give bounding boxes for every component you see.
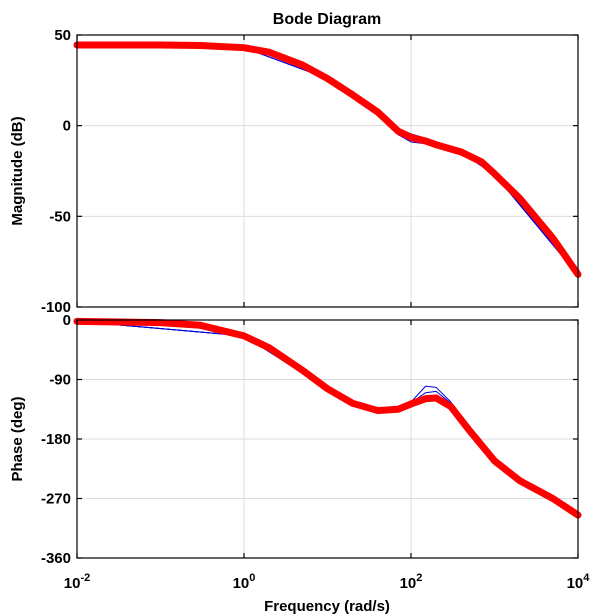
magnitude-y-tick-labels: 50 0 -50 -100: [41, 27, 71, 316]
phase-series-group: [73, 317, 582, 519]
magnitude-y-tick-label: -100: [41, 299, 71, 316]
x-tick-labels: 10-2 100 102 104: [64, 572, 591, 592]
phase-y-axis-label: Phase (deg): [9, 396, 26, 481]
magnitude-y-tick-label: 0: [63, 118, 71, 135]
x-tick-label: 10-2: [64, 572, 90, 592]
x-tick-label: 100: [233, 572, 256, 592]
magnitude-y-axis-label: Magnitude (dB): [9, 116, 26, 225]
phase-y-tick-label: -360: [41, 550, 71, 567]
magnitude-grid: [77, 35, 578, 307]
magnitude-y-tick-label: 50: [54, 27, 71, 44]
x-tick-label: 104: [567, 572, 591, 592]
phase-axis-ticks: [76, 319, 579, 559]
magnitude-series-group: [73, 41, 582, 278]
phase-y-tick-label: -90: [49, 372, 71, 389]
magnitude-y-tick-label: -50: [49, 208, 71, 225]
phase-y-tick-label: -180: [41, 431, 71, 448]
magnitude-nominal-response-line: [73, 41, 582, 278]
phase-y-tick-label: 0: [63, 312, 71, 329]
phase-grid: [77, 320, 578, 558]
chart-title: Bode Diagram: [273, 11, 381, 28]
phase-y-tick-labels: 0 -90 -180 -270 -360: [41, 312, 71, 567]
magnitude-plot-frame: [76, 34, 579, 308]
phase-nominal-response-line: [73, 317, 582, 519]
phase-y-tick-label: -270: [41, 491, 71, 508]
x-tick-label: 102: [400, 572, 423, 592]
magnitude-axis-ticks: [76, 34, 579, 308]
x-axis-label: Frequency (rad/s): [264, 598, 390, 615]
